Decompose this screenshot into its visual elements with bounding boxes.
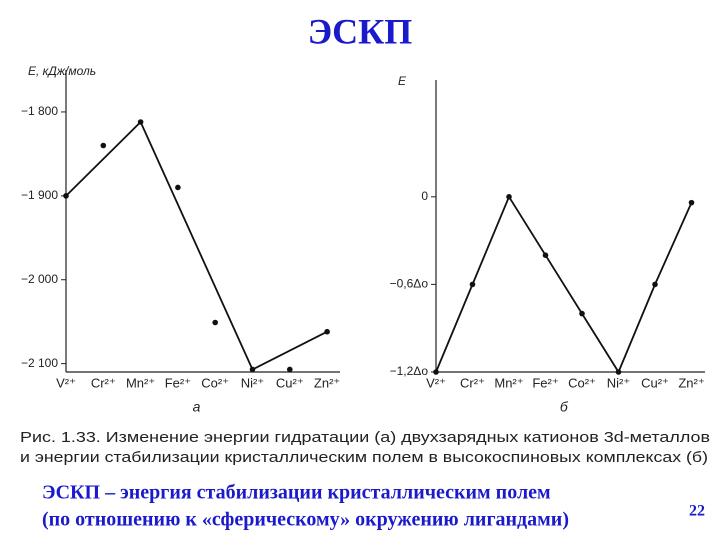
x-tick-label: Co²⁺	[201, 375, 229, 390]
x-tick-label: Fe²⁺	[165, 375, 191, 390]
caption-line: и энергии стабилизации кристаллическим п…	[20, 449, 708, 466]
x-tick-label: Cr²⁺	[460, 375, 485, 390]
footer-line: (по отношению к «сферическому» окружению…	[42, 509, 569, 531]
footer-line: ЭСКП – энергия стабилизации кристалличес…	[42, 482, 551, 504]
y-tick-label: −2 100	[21, 356, 58, 370]
data-point	[212, 319, 218, 326]
data-point	[287, 366, 293, 373]
x-tick-label: Fe²⁺	[532, 375, 558, 390]
data-point	[615, 369, 622, 375]
x-tick-label: Co²⁺	[568, 375, 596, 390]
x-tick-label: Cu²⁺	[276, 375, 304, 390]
y-tick-label: −1 900	[21, 188, 58, 202]
data-point	[542, 252, 549, 258]
slide-title: ЭСКП	[308, 11, 413, 51]
y-axis-label: E	[398, 74, 407, 88]
x-axis-label: а	[193, 399, 201, 415]
x-tick-label: Cr²⁺	[91, 375, 116, 390]
x-tick-label: V²⁺	[426, 375, 446, 390]
data-line	[65, 120, 328, 371]
data-point	[469, 281, 476, 288]
data-point	[688, 199, 695, 206]
y-tick-label: −1 800	[21, 104, 58, 118]
x-tick-label: Mn²⁺	[126, 375, 155, 390]
y-axis-label: E, кДж/моль	[28, 64, 96, 78]
x-tick-label: Cu²⁺	[641, 375, 669, 390]
x-axis-label: б	[560, 399, 569, 415]
data-point	[506, 194, 512, 200]
caption-line: Рис. 1.33. Изменение энергии гидратации …	[20, 429, 710, 446]
x-tick-label: Ni²⁺	[607, 375, 630, 390]
data-point	[100, 142, 107, 149]
y-tick-label: −2 000	[21, 272, 58, 286]
x-tick-label: Zn²⁺	[314, 375, 340, 390]
y-tick-label: 0	[421, 189, 428, 203]
data-point	[433, 369, 439, 375]
y-tick-label: −0,6Δo	[390, 277, 429, 291]
data-point	[579, 310, 585, 317]
x-tick-label: Mn²⁺	[494, 375, 523, 390]
x-tick-label: Ni²⁺	[241, 375, 264, 390]
page-number: 22	[689, 503, 705, 520]
data-line	[435, 194, 693, 374]
data-point	[652, 281, 658, 288]
x-tick-label: V²⁺	[56, 375, 76, 390]
x-tick-label: Zn²⁺	[678, 375, 704, 390]
data-point	[175, 184, 181, 191]
y-tick-label: −1,2Δo	[390, 364, 429, 378]
